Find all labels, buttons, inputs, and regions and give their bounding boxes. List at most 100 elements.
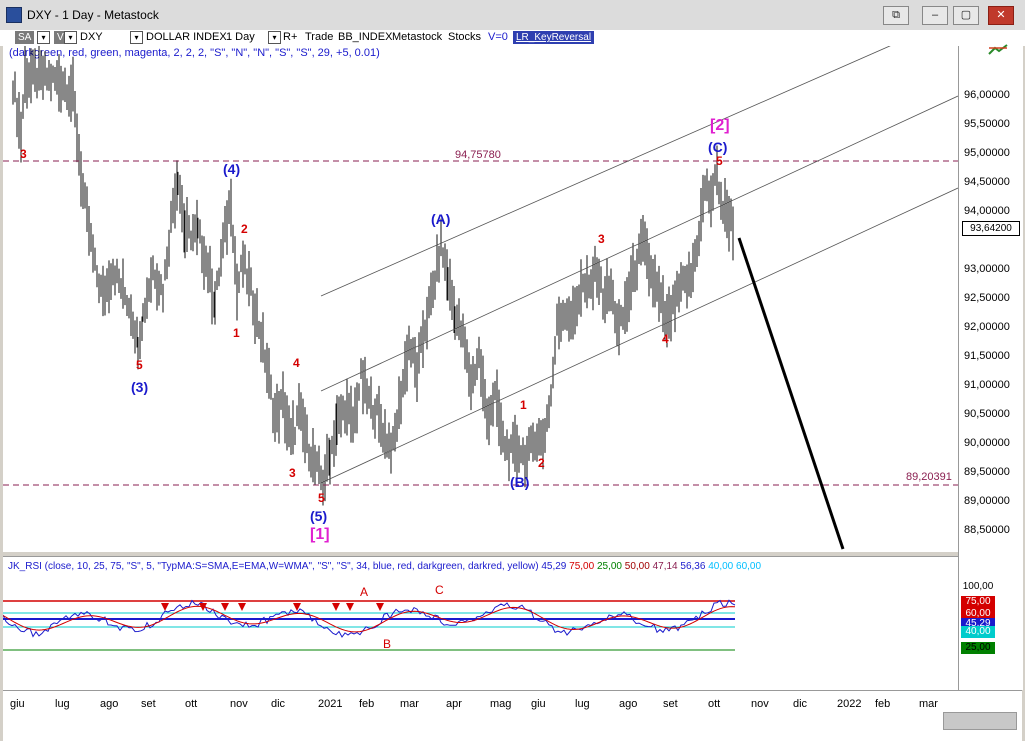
- rsi-signal-arrow: [293, 603, 301, 611]
- app-icon: [6, 7, 22, 23]
- month-tick-label: set: [141, 698, 156, 710]
- rsi-value-8: 60,00: [736, 561, 762, 572]
- month-tick-label: lug: [575, 698, 590, 710]
- rsi-tick-label: 40,00: [961, 626, 995, 638]
- month-tick-label: ott: [185, 698, 198, 710]
- price-tick-label: 94,00000: [964, 205, 1010, 217]
- rsi-signal-arrow: [221, 603, 229, 611]
- wave-label: (B): [510, 474, 530, 490]
- month-tick-label: mar: [919, 698, 938, 710]
- rsi-signal-arrow: [238, 603, 246, 611]
- month-tick-label: nov: [230, 698, 248, 710]
- rsi-signal-arrow: [199, 603, 207, 611]
- channel-lower-line: [320, 187, 958, 484]
- wave-label: 2: [538, 456, 545, 470]
- close-button[interactable]: ✕: [988, 6, 1014, 25]
- rsi-value-7: 40,00: [708, 561, 734, 572]
- chart-toolbar: SA ▾ VP ▾ DXY ▾ DOLLAR INDEX 1 Day ▾ R+ …: [0, 30, 1025, 46]
- price-tick-label: 89,50000: [964, 466, 1010, 478]
- wave-label: 1: [233, 326, 240, 340]
- exchange: BB_INDEX: [338, 31, 393, 43]
- month-tick-label: set: [663, 698, 678, 710]
- rsi-panel[interactable]: JK_RSI (close, 10, 25, 75, "S", 5, "TypM…: [3, 556, 958, 691]
- symbol[interactable]: DXY: [80, 31, 103, 43]
- source: Metastock: [392, 31, 443, 43]
- channel-upper-line: [320, 46, 891, 297]
- wave-label: 5: [318, 491, 325, 505]
- symbol-dropdown-icon[interactable]: ▾: [64, 31, 77, 44]
- wave-label: 3: [598, 232, 605, 246]
- month-tick-label: 2021: [318, 698, 343, 710]
- period-dropdown-icon[interactable]: ▾: [268, 31, 281, 44]
- rsi-label-c: C: [435, 583, 444, 597]
- rsi-value-4: 50,00: [624, 561, 650, 572]
- price-tick-label: 95,50000: [964, 118, 1010, 130]
- window-titlebar: DXY - 1 Day - Metastock ⧉ – ▢ ✕: [0, 0, 1025, 31]
- name-dropdown-icon[interactable]: ▾: [130, 31, 143, 44]
- month-tick-label: dic: [271, 698, 286, 710]
- rsi-tick-label: 25,00: [961, 642, 995, 654]
- rsi-tick-label: 75,00: [961, 596, 995, 608]
- maximize-button[interactable]: ▢: [953, 6, 979, 25]
- rsi-signal-arrow: [376, 603, 384, 611]
- mode[interactable]: R+: [283, 31, 298, 43]
- wave-label: 4: [293, 356, 300, 370]
- price-tick-label: 89,00000: [964, 495, 1010, 507]
- rsi-tick-label: 60,00: [961, 608, 995, 620]
- wave-label: [1]: [310, 526, 330, 543]
- month-tick-label: nov: [751, 698, 769, 710]
- wave-label: 3: [289, 466, 296, 480]
- rsi-line-blue: [3, 599, 736, 638]
- price-axis[interactable]: 96,00000 95,50000 95,00000 94,50000 94,00000…: [958, 44, 1023, 690]
- level-high-label: 94,75780: [455, 149, 501, 161]
- chart-tools-icon[interactable]: [987, 42, 1011, 58]
- window-restore-button[interactable]: ⧉: [883, 6, 909, 25]
- month-tick-label: feb: [875, 698, 891, 710]
- price-tick-label: 88,50000: [964, 524, 1010, 536]
- sa-button[interactable]: SA: [15, 31, 35, 44]
- horizontal-scrollbar[interactable]: [943, 712, 1017, 730]
- symbol-name: DOLLAR INDEX: [146, 31, 227, 43]
- price-tick-label: 91,00000: [964, 379, 1010, 391]
- price-chart-svg: [3, 46, 958, 550]
- price-tick-label: 90,50000: [964, 408, 1010, 420]
- month-tick-label: giu: [10, 698, 25, 710]
- price-tick-label: 92,50000: [964, 292, 1010, 304]
- month-tick-label: feb: [359, 698, 375, 710]
- month-tick-label: ott: [708, 698, 721, 710]
- rsi-label-b: B: [383, 637, 392, 651]
- minimize-button[interactable]: –: [922, 6, 948, 25]
- rsi-signal-arrow: [161, 603, 169, 611]
- wave-label: 3: [20, 147, 27, 161]
- wave-label: (C): [708, 139, 728, 155]
- wave-label: 5: [716, 154, 723, 168]
- month-tick-label: lug: [55, 698, 70, 710]
- wave-label: 4: [662, 332, 669, 346]
- rsi-line-red: [3, 605, 736, 633]
- rsi-value-5: 47,14: [652, 561, 678, 572]
- projection-line: [737, 237, 845, 550]
- rsi-value-2: 75,00: [569, 561, 595, 572]
- rsi-header-text: JK_RSI (close, 10, 25, 75, "S", 5, "TypM…: [8, 561, 539, 572]
- rsi-value-6: 56,36: [680, 561, 706, 572]
- price-tick-label: 95,00000: [964, 147, 1010, 159]
- month-tick-label: giu: [531, 698, 546, 710]
- indicator-label[interactable]: LR_KeyReversal: [513, 31, 595, 44]
- month-tick-label: apr: [446, 698, 462, 710]
- wave-label: 2: [241, 222, 248, 236]
- time-axis[interactable]: giu lug ago set ott nov dic 2021 feb mar apr mag giu…: [3, 690, 1022, 741]
- price-tick-label: 91,50000: [964, 350, 1010, 362]
- period[interactable]: 1 Day: [226, 31, 255, 43]
- price-tick-label: 94,50000: [964, 176, 1010, 188]
- trade-label[interactable]: Trade: [305, 31, 334, 43]
- wave-label: 1: [520, 398, 527, 412]
- window-title: DXY - 1 Day - Metastock: [27, 8, 159, 22]
- month-tick-label: ago: [619, 698, 638, 710]
- month-tick-label: dic: [793, 698, 808, 710]
- wave-label: 5: [136, 358, 143, 372]
- price-tick-label: 93,00000: [964, 263, 1010, 275]
- wave-label: (4): [223, 161, 241, 177]
- sa-dropdown-icon[interactable]: ▾: [37, 31, 50, 44]
- price-chart-panel[interactable]: (darkgreen, red, green, magenta, 2, 2, 2…: [3, 46, 958, 552]
- wave-label: [2]: [710, 117, 730, 134]
